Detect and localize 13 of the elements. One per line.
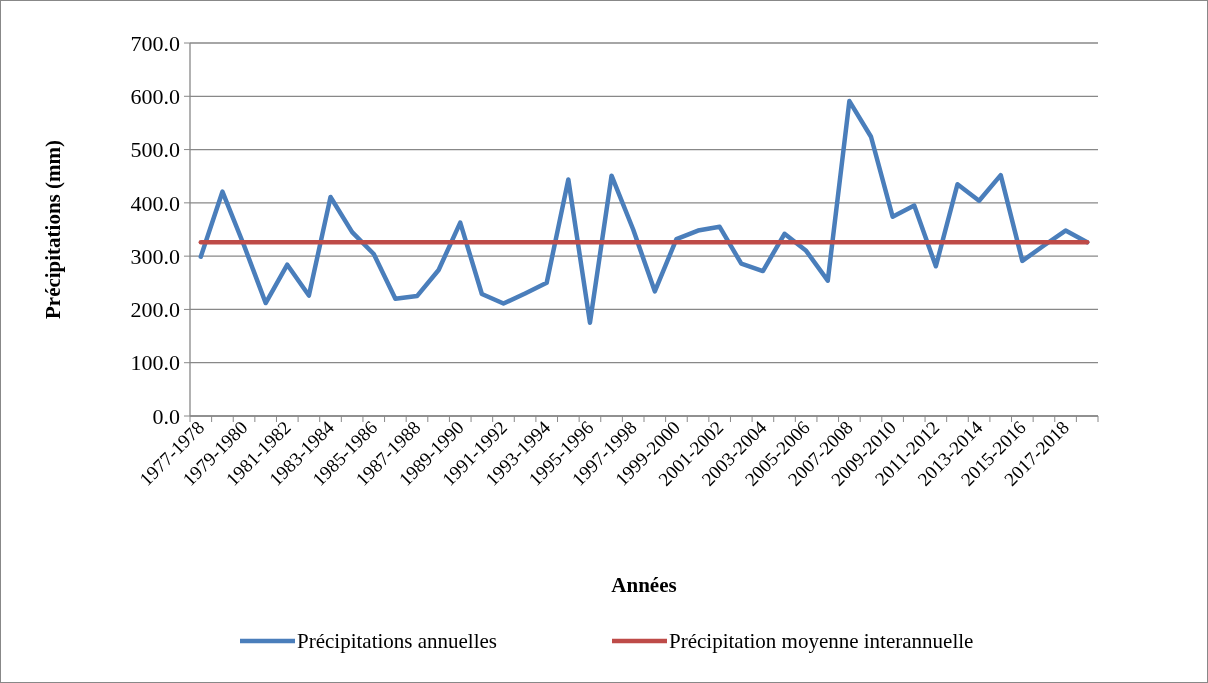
line-series (198, 98, 1090, 325)
y-tick-label: 600.0 (130, 83, 180, 109)
y-axis-title: Précipitations (mm) (41, 139, 65, 320)
y-tick-label: 700.0 (130, 30, 180, 56)
y-tick-label: 400.0 (130, 190, 180, 216)
legend-label: Précipitations annuelles (297, 629, 498, 654)
y-tick-label: 0.0 (152, 403, 180, 429)
y-tick-label: 200.0 (130, 297, 180, 323)
y-tick-label: 300.0 (130, 243, 180, 269)
x-axis-title: Années (611, 573, 677, 597)
legend-label: Précipitation moyenne interannuelle (669, 629, 974, 654)
y-tick-label: 500.0 (130, 137, 180, 163)
y-tick-label: 100.0 (130, 350, 180, 376)
